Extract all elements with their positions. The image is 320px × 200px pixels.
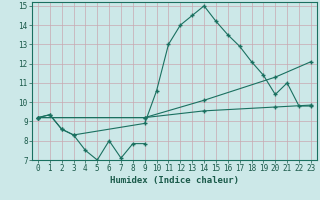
X-axis label: Humidex (Indice chaleur): Humidex (Indice chaleur) [110, 176, 239, 185]
